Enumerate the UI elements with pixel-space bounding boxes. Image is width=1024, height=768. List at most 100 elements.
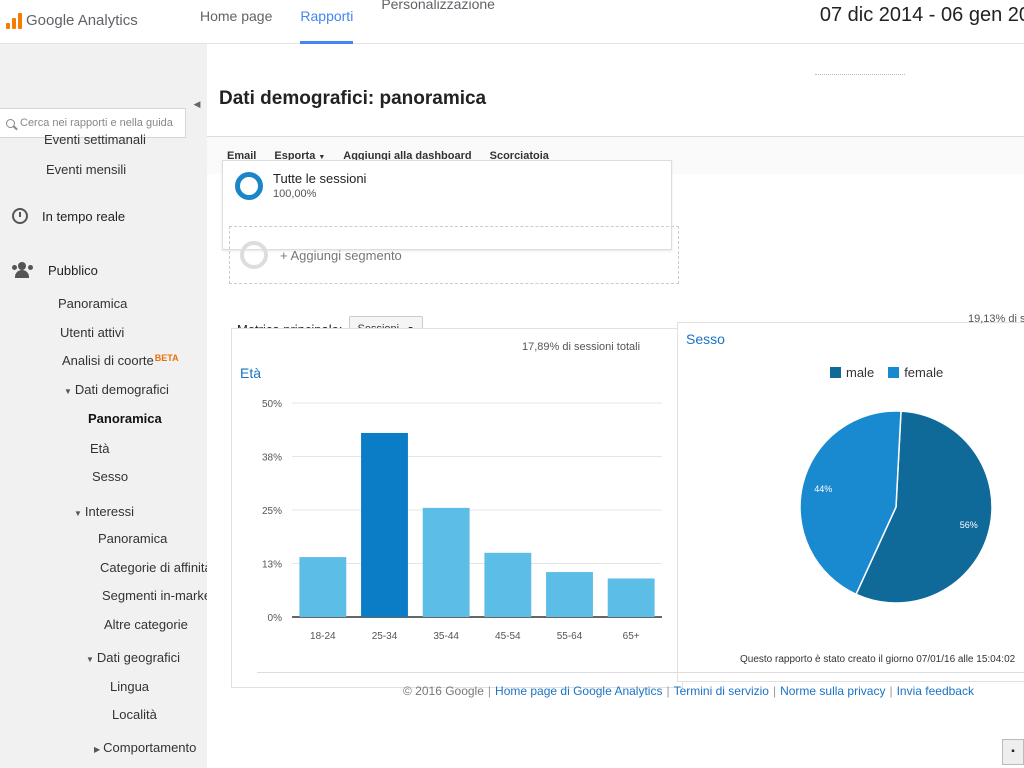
- legend-label: male: [846, 365, 875, 380]
- sidebar-item-demographics[interactable]: ▼ Dati demografici: [64, 382, 169, 397]
- bar-55-64[interactable]: [546, 572, 593, 617]
- y-tick-label: 13%: [262, 560, 282, 571]
- scroll-button[interactable]: ▪: [1002, 739, 1024, 765]
- age-bar-chart: 0% 13% 25% 38% 50% 18-24 25-34 35-44 45-54 55-64 6…: [262, 399, 662, 642]
- pie-label: 44%: [814, 484, 832, 494]
- sidebar-item-language[interactable]: Lingua: [110, 679, 150, 694]
- add-to-dashboard-button[interactable]: Aggiungi alla dashboard: [343, 149, 472, 162]
- sidebar-item-geo[interactable]: ▼ Dati geografici: [86, 650, 180, 665]
- sidebar-item-affinity-categories[interactable]: Categorie di affinità: [100, 560, 212, 575]
- segment-percent: 100,00%: [273, 188, 317, 200]
- gender-chart-panel: Sesso 19,13% di s male female 56% 44%: [677, 313, 1024, 682]
- tab-customization[interactable]: Personalizzazione: [381, 0, 495, 12]
- pie-slice-female[interactable]: [799, 410, 902, 596]
- sidebar-item-label: Analisi di coorte: [62, 353, 154, 368]
- shortcut-button[interactable]: Scorciatoia: [489, 149, 549, 162]
- segment-ring-icon: [235, 171, 263, 200]
- bar-25-34[interactable]: [361, 432, 408, 617]
- main-content: Dati demografici: panoramica Email Espor…: [207, 44, 1024, 768]
- expand-triangle-icon: ▼: [74, 509, 82, 518]
- segment-all-sessions[interactable]: Tutte le sessioni 100,00%: [235, 171, 366, 200]
- x-tick-label: 65+: [623, 631, 640, 642]
- sidebar: ◀ Eventi settimanali Eventi mensili In t…: [0, 44, 215, 768]
- analytics-logo-icon: [6, 12, 22, 29]
- sidebar-item-interests-overview[interactable]: Panoramica: [98, 531, 168, 546]
- gender-sessions-note: 19,13% di s: [968, 313, 1024, 325]
- pie-label: 56%: [960, 520, 978, 530]
- sidebar-item-audience-overview[interactable]: Panoramica: [58, 296, 128, 311]
- sidebar-item-gender[interactable]: Sesso: [92, 469, 129, 484]
- google-analytics-logo[interactable]: Google Analytics: [6, 12, 138, 29]
- divider: [815, 74, 905, 78]
- sidebar-item-location[interactable]: Località: [112, 707, 157, 722]
- sidebar-item-in-market-segments[interactable]: Segmenti in-market: [102, 588, 215, 603]
- segment-panel: Tutte le sessioni 100,00%: [222, 160, 672, 250]
- y-tick-label: 25%: [262, 506, 282, 517]
- legend-female: female: [888, 365, 943, 380]
- age-sessions-note: 17,89% di sessioni totali: [522, 341, 641, 353]
- legend-swatch-male: [830, 367, 841, 378]
- email-button[interactable]: Email: [227, 149, 257, 162]
- footer-link-feedback[interactable]: Invia feedback: [896, 684, 974, 698]
- expand-triangle-icon: ▼: [64, 387, 72, 396]
- add-segment-button[interactable]: + Aggiungi segmento: [229, 226, 679, 284]
- sidebar-item-interests[interactable]: ▼ Interessi: [74, 504, 134, 519]
- sidebar-item-label: Interessi: [84, 504, 135, 519]
- beta-badge: BETA: [154, 353, 179, 363]
- x-tick-label: 45-54: [495, 631, 521, 642]
- tab-reports[interactable]: Rapporti: [300, 0, 354, 44]
- sidebar-item-audience[interactable]: Pubblico: [12, 262, 98, 278]
- date-range-selector[interactable]: 07 dic 2014 - 06 gen 20: [819, 4, 1024, 26]
- top-header: Google Analytics Home page Rapporti Pers…: [0, 0, 1024, 44]
- footer: © 2016 Google | Home page di Google Analyt…: [403, 684, 974, 698]
- y-tick-label: 38%: [262, 453, 282, 464]
- y-tick-label: 50%: [262, 399, 282, 410]
- tab-home-page[interactable]: Home page: [200, 8, 273, 24]
- footer-link-privacy[interactable]: Norme sulla privacy: [780, 684, 886, 698]
- sidebar-item-label: Dati geografici: [96, 650, 181, 665]
- sidebar-search: [0, 108, 186, 138]
- sidebar-item-demographics-overview[interactable]: Panoramica: [88, 411, 162, 426]
- bar-65+[interactable]: [607, 578, 655, 617]
- export-label: Esporta: [274, 149, 316, 162]
- legend-label: female: [904, 365, 944, 380]
- clock-icon: [12, 208, 28, 224]
- x-tick-label: 18-24: [310, 631, 336, 642]
- sidebar-item-age[interactable]: Età: [90, 441, 110, 456]
- x-tick-label: 25-34: [372, 631, 398, 642]
- bar-45-54[interactable]: [484, 552, 532, 617]
- sidebar-item-label: In tempo reale: [42, 208, 126, 224]
- bar-18-24[interactable]: [299, 557, 347, 617]
- search-input[interactable]: [20, 117, 185, 129]
- footer-link-terms[interactable]: Termini di servizio: [673, 684, 769, 698]
- y-tick-label: 0%: [268, 613, 283, 624]
- sidebar-item-label: Comportamento: [103, 740, 197, 755]
- sidebar-item-monthly-events[interactable]: Eventi mensili: [46, 162, 127, 177]
- people-icon: [12, 262, 34, 278]
- logo-text: Google Analytics: [26, 12, 138, 29]
- age-chart-title: Età: [240, 365, 262, 381]
- sidebar-item-weekly-events[interactable]: Eventi settimanali: [44, 132, 146, 147]
- pie-slice-male[interactable]: [855, 410, 993, 604]
- legend-male: male: [830, 365, 874, 380]
- export-button[interactable]: Esporta ▼: [274, 150, 325, 162]
- gender-pie-chart: 56% 44%: [799, 410, 993, 604]
- sidebar-item-other-categories[interactable]: Altre categorie: [104, 617, 188, 632]
- sidebar-item-behavior[interactable]: ▶ Comportamento: [94, 740, 196, 755]
- page-title: Dati demografici: panoramica: [219, 88, 487, 109]
- footer-link-analytics-home[interactable]: Home page di Google Analytics: [495, 684, 663, 698]
- sidebar-item-active-users[interactable]: Utenti attivi: [60, 325, 125, 340]
- expand-triangle-icon: ▼: [86, 655, 94, 664]
- sidebar-item-label: Pubblico: [48, 262, 98, 278]
- sidebar-item-label: Dati demografici: [74, 382, 169, 397]
- sidebar-item-cohort-analysis[interactable]: Analisi di coorteBETA: [62, 353, 179, 368]
- age-chart-panel: Età 17,89% di sessioni totali 0% 13% 25% 38…: [231, 328, 683, 688]
- copyright: © 2016 Google: [403, 684, 484, 698]
- add-segment-label: + Aggiungi segmento: [280, 247, 402, 263]
- bar-35-44[interactable]: [422, 507, 470, 617]
- report-created-note: Questo rapporto è stato creato il giorno…: [740, 654, 1016, 665]
- x-tick-label: 35-44: [433, 631, 459, 642]
- collapse-sidebar-icon[interactable]: ◀: [193, 99, 201, 109]
- sidebar-item-realtime[interactable]: In tempo reale: [12, 208, 125, 224]
- dropdown-caret-icon: ▼: [318, 153, 326, 161]
